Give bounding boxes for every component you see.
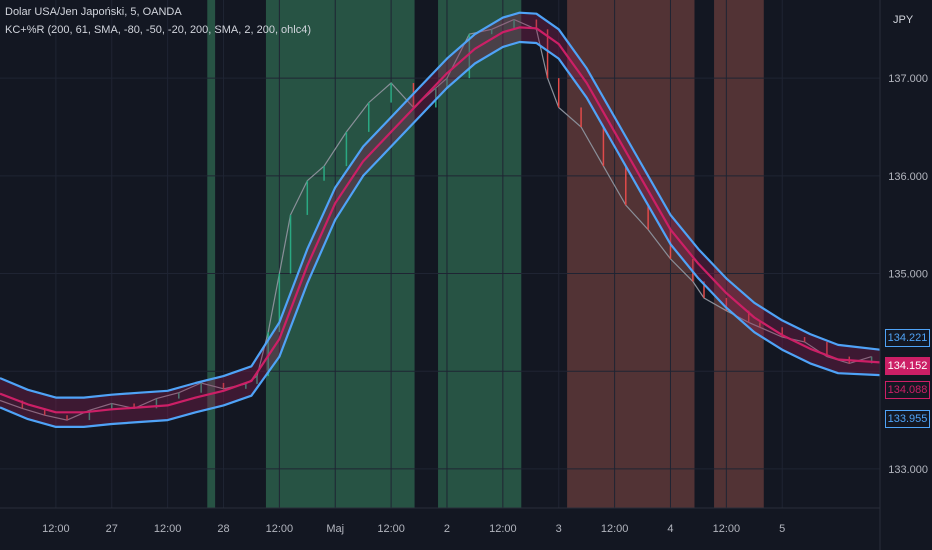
shaded-zone-green-0 [207, 0, 216, 508]
y-tick-label: 133.000 [888, 464, 928, 476]
x-tick-label: 12:00 [266, 523, 294, 535]
x-tick-label: 4 [667, 523, 673, 535]
series-line-price [0, 18, 872, 421]
series-line-lower-band [0, 40, 881, 428]
y-tick-label: 137.000 [888, 73, 928, 85]
x-tick-label: 27 [106, 523, 118, 535]
currency-label: JPY [893, 14, 914, 26]
x-tick-label: 12:00 [489, 523, 517, 535]
indicator-legend[interactable]: KC+%R (200, 61, SMA, -80, -50, -20, 200,… [5, 24, 312, 36]
y-tick-label: 135.000 [888, 269, 928, 281]
x-tick-label: Maj [326, 523, 344, 535]
x-tick-label: 12:00 [42, 523, 70, 535]
upper-band-price-badge: 134.221 [885, 329, 930, 347]
x-tick-label: 12:00 [154, 523, 182, 535]
x-tick-label: 12:00 [601, 523, 629, 535]
mid-band-price-badge: 134.088 [885, 381, 930, 399]
series-line-mid-band [0, 26, 881, 414]
lower-band-price-badge: 133.955 [885, 410, 930, 428]
symbol-title[interactable]: Dolar USA/Jen Japoński, 5, OANDA [5, 6, 182, 18]
series-layer [0, 11, 881, 428]
x-tick-label: 3 [556, 523, 562, 535]
x-tick-label: 5 [779, 523, 785, 535]
x-tick-label: 12:00 [377, 523, 405, 535]
series-line-upper-band [0, 11, 881, 399]
price-axis[interactable]: 137.000 136.000 135.000 133.000 [879, 0, 928, 550]
x-tick-label: 28 [217, 523, 229, 535]
shaded-zone-green-1 [265, 0, 415, 508]
signal-zones [207, 0, 764, 508]
x-tick-label: 2 [444, 523, 450, 535]
y-tick-label: 136.000 [888, 171, 928, 183]
last-price-badge: 134.152 [885, 357, 930, 375]
shaded-zone-red-4 [714, 0, 764, 508]
x-tick-label: 12:00 [713, 523, 741, 535]
time-axis[interactable]: 12:00 27 12:00 28 12:00 Maj 12:00 2 12:00 3 12:00 4… [0, 507, 880, 535]
